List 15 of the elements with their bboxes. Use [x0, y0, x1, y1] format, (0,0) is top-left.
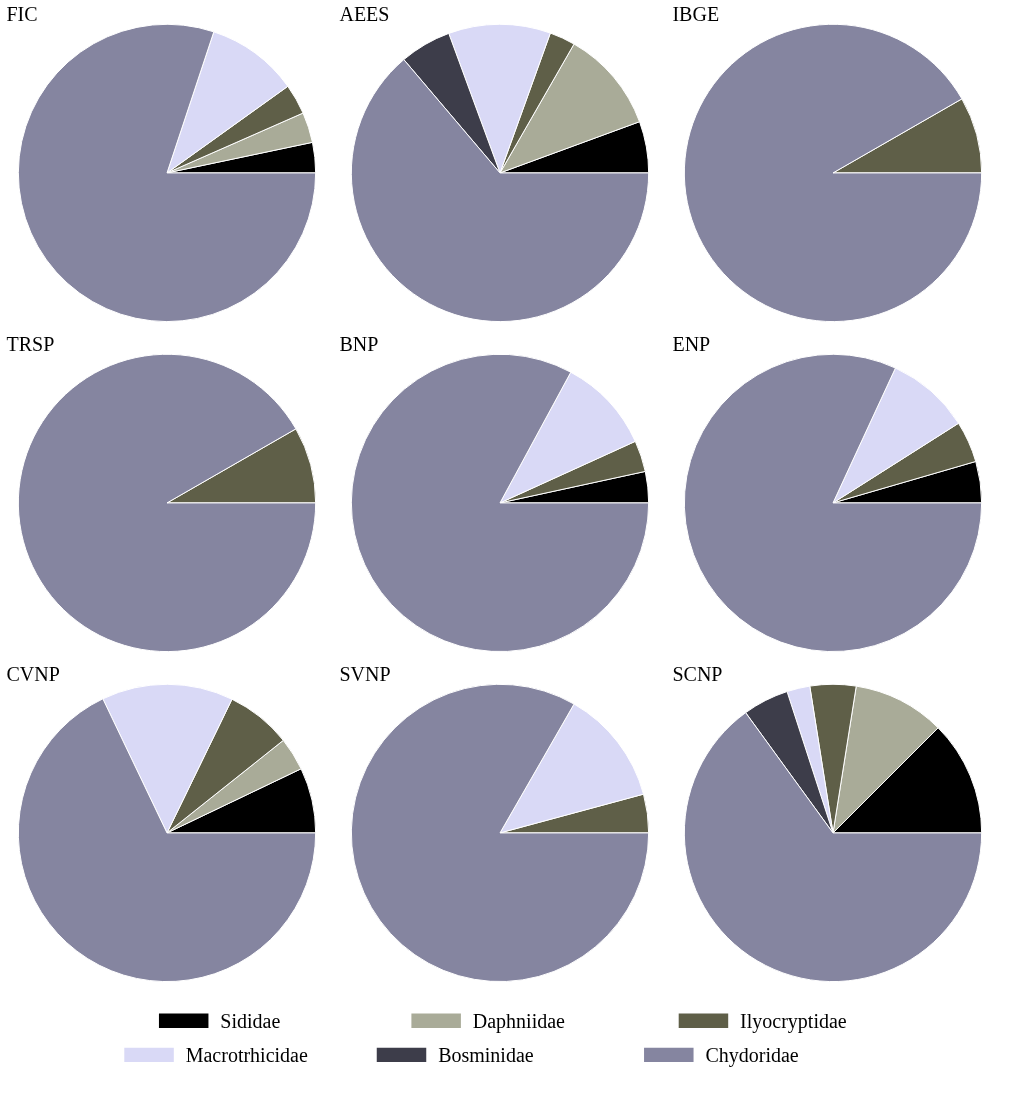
chart-title: BNP	[339, 333, 379, 356]
chart-title: ENP	[672, 333, 711, 356]
chart-title: CVNP	[6, 663, 60, 686]
legend-label: Ilyocryptidae	[740, 1009, 847, 1033]
chart-title: TRSP	[6, 333, 55, 356]
chart-title: SCNP	[672, 663, 723, 686]
chart-title: SVNP	[339, 663, 391, 686]
legend-label: Chydoridae	[705, 1043, 799, 1067]
chart-title: AEES	[339, 3, 390, 26]
legend-label: Macrotrhicidae	[185, 1043, 308, 1066]
chart-title: FIC	[6, 3, 38, 26]
legend-label: Bosminidae	[438, 1043, 534, 1066]
legend-label: Daphniidae	[472, 1009, 566, 1033]
chart-title: IBGE	[672, 3, 720, 26]
legend-label: Sididae	[220, 1009, 281, 1032]
